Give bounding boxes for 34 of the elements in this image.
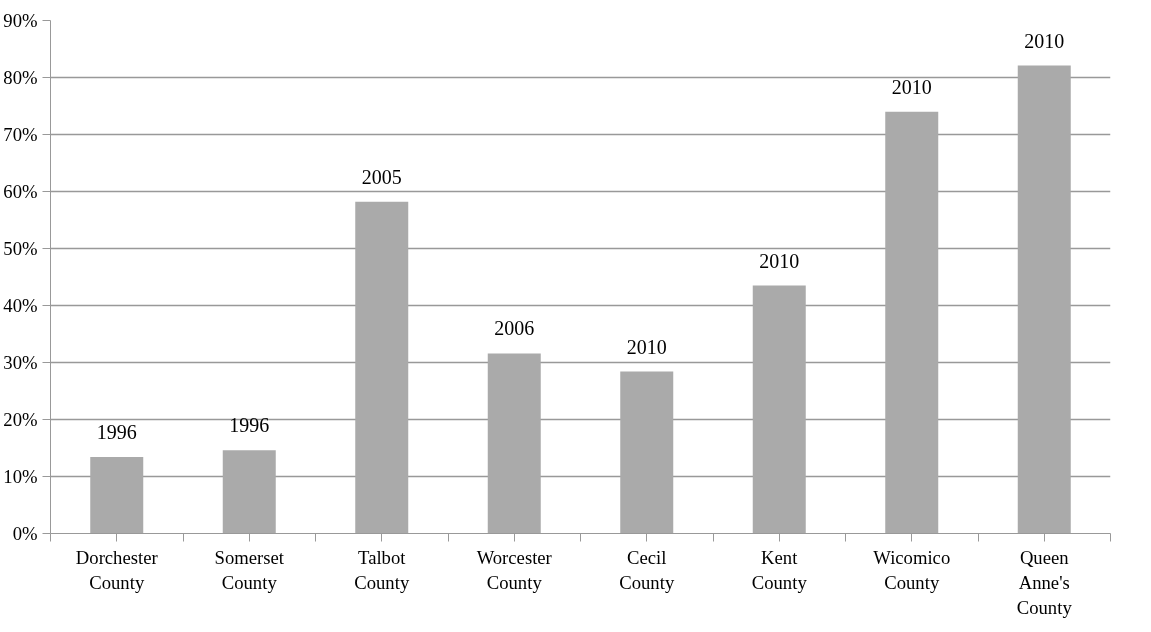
- y-tick-label: 60%: [3, 181, 38, 202]
- annotation: 1996: [229, 414, 270, 437]
- bar: [487, 353, 541, 534]
- y-tick-label: 40%: [3, 295, 38, 316]
- x-tick-label: Wicomico County: [873, 546, 951, 593]
- y-tick-label: 50%: [3, 238, 38, 259]
- y-tick-label: 10%: [3, 466, 38, 487]
- bar: [620, 371, 674, 534]
- x-tick-label: Somerset County: [214, 546, 285, 593]
- y-tick-label: 70%: [3, 124, 38, 145]
- annotation: 2010: [1024, 29, 1065, 52]
- annotation: 2010: [891, 75, 932, 98]
- y-tick-label: 90%: [3, 10, 38, 31]
- x-tick-label: Dorchester County: [75, 546, 159, 593]
- bar: [1017, 65, 1071, 534]
- x-tick-label: Talbot County: [354, 546, 410, 593]
- annotation: 2005: [361, 165, 402, 188]
- y-tick-label: 80%: [3, 67, 38, 88]
- annotation: 2010: [759, 249, 800, 272]
- annotation: 2006: [494, 317, 535, 340]
- x-tick-label: Cecil County: [619, 546, 675, 593]
- annotation: 1996: [96, 421, 137, 444]
- x-tick-label: Queen Anne's County: [1016, 546, 1073, 618]
- y-tick-label: 30%: [3, 352, 38, 373]
- bar: [222, 450, 276, 534]
- x-tick-label: Kent County: [751, 546, 808, 593]
- y-tick-label: 20%: [3, 409, 38, 430]
- bar: [885, 111, 939, 534]
- bar: [355, 201, 409, 534]
- x-tick-label: Worcester County: [476, 546, 553, 593]
- annotation: 2010: [626, 335, 667, 358]
- y-tick-label: 0%: [12, 523, 38, 544]
- bar: [752, 285, 806, 534]
- bar: [90, 457, 144, 534]
